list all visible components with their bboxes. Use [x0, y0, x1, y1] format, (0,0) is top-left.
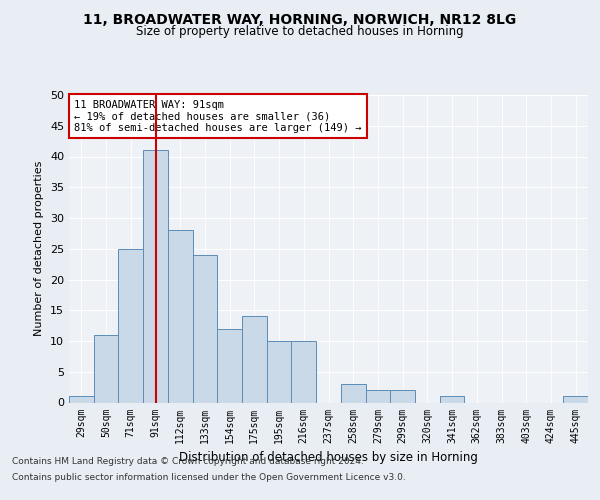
- Bar: [168, 230, 193, 402]
- Bar: [217, 328, 242, 402]
- Y-axis label: Number of detached properties: Number of detached properties: [34, 161, 44, 336]
- Bar: [563, 396, 588, 402]
- Bar: [390, 390, 415, 402]
- Bar: [69, 396, 94, 402]
- Text: Size of property relative to detached houses in Horning: Size of property relative to detached ho…: [136, 25, 464, 38]
- Text: 11, BROADWATER WAY, HORNING, NORWICH, NR12 8LG: 11, BROADWATER WAY, HORNING, NORWICH, NR…: [83, 12, 517, 26]
- Bar: [440, 396, 464, 402]
- Bar: [292, 341, 316, 402]
- Bar: [143, 150, 168, 402]
- Text: Contains public sector information licensed under the Open Government Licence v3: Contains public sector information licen…: [12, 472, 406, 482]
- Text: Contains HM Land Registry data © Crown copyright and database right 2024.: Contains HM Land Registry data © Crown c…: [12, 458, 364, 466]
- Bar: [118, 248, 143, 402]
- Text: 11 BROADWATER WAY: 91sqm
← 19% of detached houses are smaller (36)
81% of semi-d: 11 BROADWATER WAY: 91sqm ← 19% of detach…: [74, 100, 362, 133]
- Bar: [242, 316, 267, 402]
- Bar: [193, 255, 217, 402]
- Bar: [365, 390, 390, 402]
- Bar: [267, 341, 292, 402]
- Bar: [341, 384, 365, 402]
- Bar: [94, 335, 118, 402]
- X-axis label: Distribution of detached houses by size in Horning: Distribution of detached houses by size …: [179, 451, 478, 464]
